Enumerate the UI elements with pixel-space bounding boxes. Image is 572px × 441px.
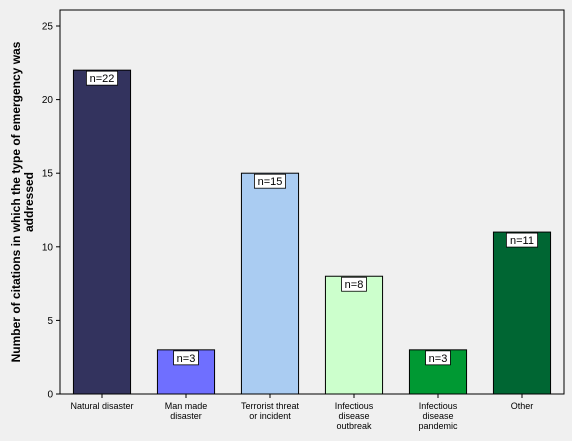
x-tick-label: Infectious disease pandemic: [418, 401, 458, 431]
x-tick-label-line: Infectious: [419, 401, 458, 411]
data-label: n=11: [510, 235, 534, 247]
bar: [240, 172, 300, 395]
x-tick-label: Man made disaster: [165, 401, 208, 421]
x-tick-label-line: outbreak: [336, 421, 372, 431]
y-axis-title-line: Number of citations in which the type of…: [9, 41, 23, 362]
y-axis-label: Number of citations in which the type of…: [9, 41, 36, 362]
x-tick-label: Other: [511, 401, 534, 411]
x-tick-label-line: Natural disaster: [70, 401, 133, 411]
bar: [72, 69, 132, 395]
x-tick-label: Terrorist threat or incident: [241, 401, 300, 421]
data-label: n=15: [258, 176, 283, 188]
y-axis-ticks: 0 5 10 15 20 25: [42, 22, 60, 401]
data-label-box: [341, 276, 367, 292]
data-label: n=22: [90, 73, 115, 85]
x-tick-label-line: Man made: [165, 401, 208, 411]
y-tick-label: 15: [42, 169, 54, 180]
y-tick-label: 10: [42, 242, 54, 253]
data-label-box: [86, 70, 119, 86]
data-label: n=3: [177, 353, 196, 365]
y-tick-label: 5: [47, 316, 53, 327]
plot-area: [59, 9, 565, 395]
data-label: n=8: [345, 279, 364, 291]
y-tick-label: 20: [42, 95, 54, 106]
x-tick-label: Infectious disease outbreak: [335, 401, 374, 431]
y-axis-title-line: addressed: [22, 172, 36, 232]
x-tick-label-line: Other: [511, 401, 534, 411]
x-tick-label-line: Infectious: [335, 401, 374, 411]
data-label-box: [425, 350, 451, 366]
data-label: n=3: [429, 353, 448, 365]
bar: [324, 275, 384, 395]
x-tick-label-line: Terrorist threat: [241, 401, 300, 411]
x-tick-label-line: disease: [422, 411, 453, 421]
x-tick-label-line: or incident: [249, 411, 291, 421]
x-tick-label: Natural disaster: [70, 401, 133, 411]
bar: [492, 231, 552, 395]
data-label-box: [253, 173, 286, 189]
y-tick-label: 25: [42, 22, 54, 33]
x-tick-label-line: disaster: [170, 411, 202, 421]
data-label-box: [505, 232, 538, 248]
y-tick-label: 0: [47, 390, 53, 401]
x-tick-label-line: disease: [338, 411, 369, 421]
data-label-box: [173, 350, 199, 366]
bars: n=22 n=3 n=15 n=8 n=3 n=11: [72, 69, 552, 395]
y-axis-title: Number of citations in which the type of…: [9, 41, 36, 362]
x-tick-label-line: pandemic: [418, 421, 458, 431]
x-axis-labels: Natural disaster Man made disaster Terroris…: [70, 394, 533, 431]
